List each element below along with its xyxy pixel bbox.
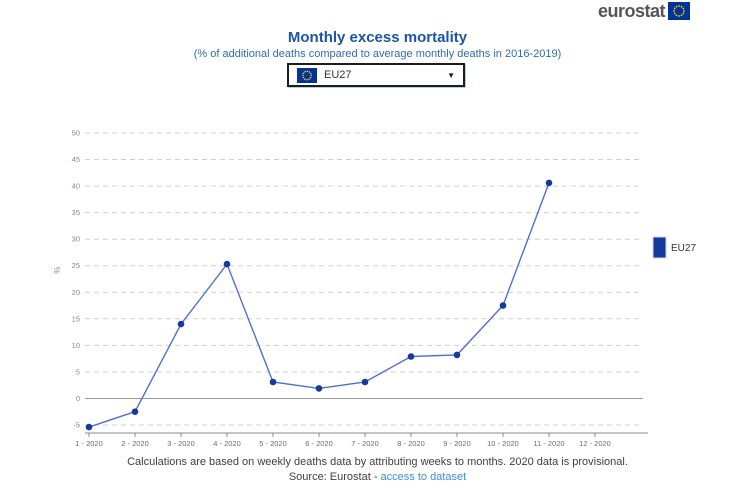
legend-swatch — [652, 236, 667, 259]
chart-title: Monthly excess mortality — [287, 29, 468, 46]
legend-label: EU27 — [671, 243, 696, 254]
eurostat-logo-text: eurostat — [598, 1, 666, 21]
x-tick-label: 12 - 2020 — [579, 439, 611, 448]
data-point[interactable] — [223, 260, 231, 268]
source-prefix: Source: Eurostat - — [288, 471, 381, 483]
data-point[interactable] — [499, 302, 507, 309]
data-point[interactable] — [361, 378, 369, 386]
y-tick-label: 5 — [76, 367, 80, 376]
y-tick-label: 35 — [72, 208, 80, 217]
y-tick-label: 10 — [72, 341, 80, 350]
data-point[interactable] — [453, 351, 461, 359]
data-point[interactable] — [407, 353, 415, 360]
eu-flag-icon — [668, 2, 691, 20]
eu-flag-icon — [297, 67, 317, 83]
x-tick-label: 5 - 2020 — [259, 439, 287, 448]
x-tick-label: 10 - 2020 — [487, 439, 519, 448]
data-point[interactable] — [315, 385, 323, 392]
y-tick-label: 25 — [72, 261, 80, 270]
x-tick-label: 3 - 2020 — [167, 439, 195, 448]
y-tick-label: 20 — [72, 288, 80, 297]
data-point[interactable] — [177, 320, 185, 328]
y-tick-label: 30 — [72, 235, 80, 244]
chart-subtitle: (% of additional deaths compared to aver… — [193, 48, 562, 60]
eurostat-logo: eurostat — [598, 1, 691, 21]
x-tick-label: 1 - 2020 — [75, 439, 103, 448]
y-tick-label: 15 — [72, 314, 80, 323]
x-tick-label: 2 - 2020 — [121, 439, 149, 448]
y-tick-label: 0 — [76, 394, 80, 403]
x-tick-label: 9 - 2020 — [443, 439, 471, 448]
y-tick-label: -5 — [73, 421, 80, 430]
geo-select-dropdown[interactable]: EU27 ▼ — [287, 63, 465, 87]
data-point[interactable] — [85, 423, 93, 431]
x-tick-label: 8 - 2020 — [397, 439, 425, 448]
dropdown-selected-label: EU27 — [324, 69, 352, 81]
data-point[interactable] — [269, 378, 277, 386]
data-point[interactable] — [131, 408, 139, 416]
x-tick-label: 7 - 2020 — [351, 439, 379, 448]
y-axis-label: % — [53, 266, 62, 273]
access-dataset-link[interactable]: access to dataset — [380, 471, 467, 483]
y-tick-label: 45 — [72, 155, 80, 164]
y-tick-label: 40 — [72, 182, 80, 191]
y-tick-label: 50 — [72, 129, 80, 138]
source-line: Source: Eurostat - access to dataset — [0, 471, 755, 483]
chevron-down-icon[interactable]: ▼ — [447, 70, 455, 80]
x-tick-label: 4 - 2020 — [213, 439, 241, 448]
data-point[interactable] — [545, 179, 553, 187]
x-tick-label: 6 - 2020 — [305, 439, 333, 448]
x-tick-label: 11 - 2020 — [533, 439, 564, 448]
footnote: Calculations are based on weekly deaths … — [127, 456, 628, 468]
